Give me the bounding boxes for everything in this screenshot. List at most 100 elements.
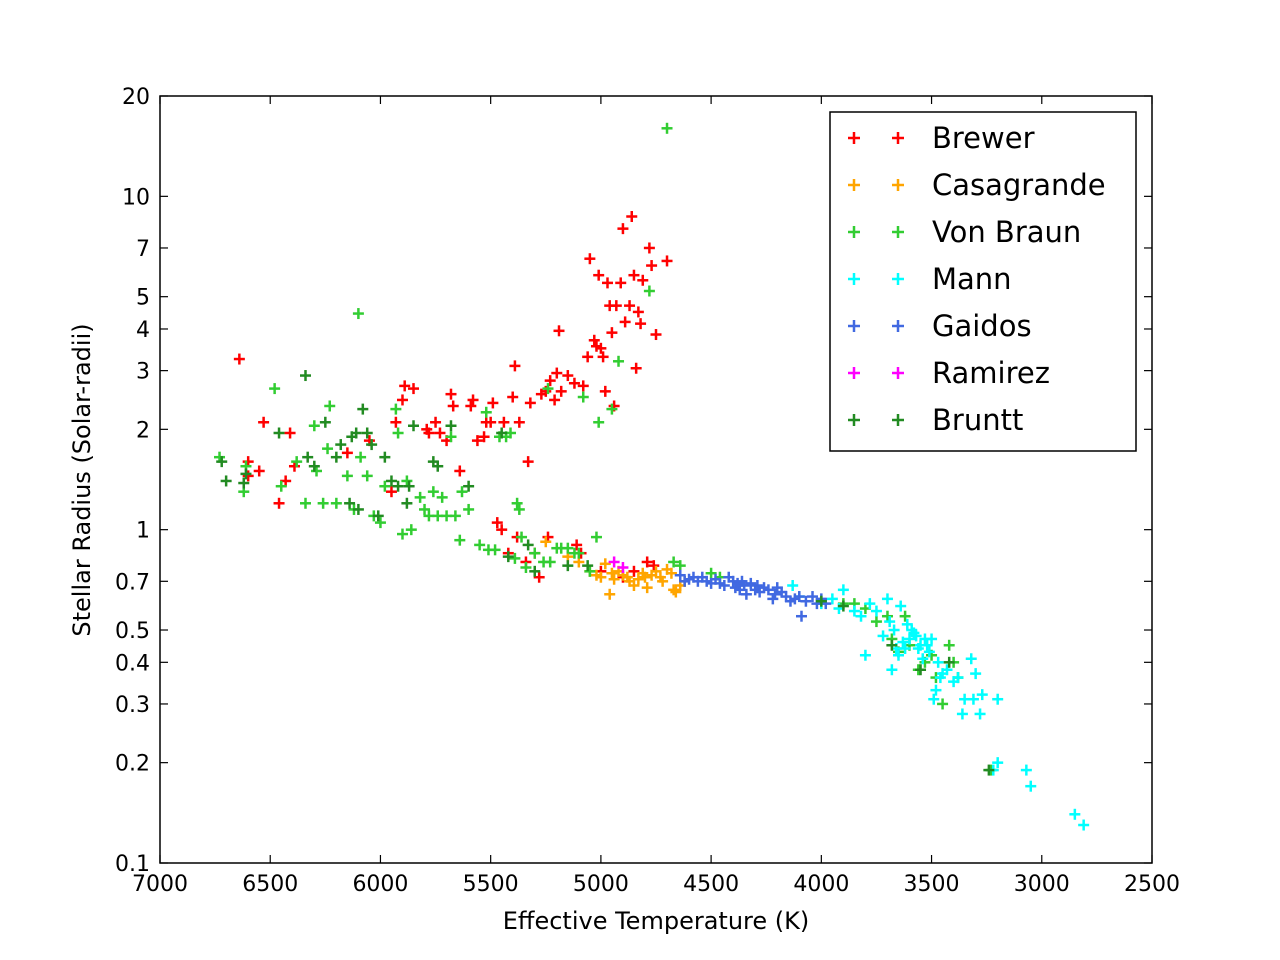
data-point [826,593,838,605]
y-tick-label: 20 [122,85,150,110]
data-point [648,560,660,572]
data-point [595,342,607,354]
data-point [516,531,528,543]
legend-marker [892,273,904,285]
data-points [214,122,1090,831]
data-point [544,375,556,387]
data-point [430,416,442,428]
data-point [487,397,499,409]
x-tick-label: 5500 [463,872,519,897]
data-point [405,524,417,536]
data-point [992,757,1004,769]
data-point [886,639,898,651]
data-point [613,355,625,367]
data-point [595,571,607,583]
data-point [507,391,519,403]
data-point [322,443,334,455]
data-point [485,416,497,428]
x-tick-label: 6500 [242,872,298,897]
data-point [897,636,909,648]
data-point [928,693,940,705]
data-point [661,255,673,267]
data-point [366,439,378,451]
legend-item: Von Braun [848,215,1081,249]
data-point [630,362,642,374]
data-point [489,544,501,556]
data-point [352,308,364,320]
data-point [668,556,680,568]
data-point [599,385,611,397]
data-point [496,524,508,536]
data-point [1078,819,1090,831]
data-point [606,403,618,415]
data-point [740,588,752,600]
data-point [674,569,686,581]
data-point [275,480,287,492]
data-point [449,510,461,522]
data-point [419,503,431,515]
data-point [568,377,580,389]
data-point [319,416,331,428]
data-point [258,416,270,428]
data-point [665,567,677,579]
data-point [434,427,446,439]
y-tick-label: 0.5 [115,619,150,644]
data-point [529,547,541,559]
data-point [859,649,871,661]
plot-frame [159,95,1153,864]
data-point [273,427,285,439]
data-point [549,394,561,406]
data-point [584,253,596,265]
data-point [520,562,532,574]
data-point [635,318,647,330]
data-point [509,552,521,564]
data-point [374,517,386,529]
data-point [910,630,922,642]
data-point [392,480,404,492]
data-point [299,370,311,382]
data-point [718,580,730,592]
data-point [562,542,574,554]
data-point [930,684,942,696]
data-point [877,630,889,642]
legend-item: Bruntt [848,403,1023,437]
data-point [445,420,457,432]
data-point [762,584,774,596]
data-point [308,460,320,472]
legend-marker [848,273,860,285]
data-point [445,388,457,400]
data-point [943,639,955,651]
data-point [643,285,655,297]
series-bruntt [216,370,995,776]
data-point [751,580,763,592]
legend-label: Mann [932,262,1012,296]
data-point [555,385,567,397]
data-point [738,580,750,592]
y-tick-label: 7 [136,237,150,262]
data-point [864,598,876,610]
data-point [626,211,638,223]
data-point [372,510,384,522]
data-point [745,577,757,589]
legend-marker [892,320,904,332]
data-point [291,456,303,468]
data-point [502,551,514,563]
y-tick-label: 0.2 [115,752,150,777]
x-tick-label: 5000 [573,872,629,897]
data-point [639,571,651,583]
data-point [668,584,680,596]
data-point [976,689,988,701]
data-point [577,391,589,403]
data-point [923,646,935,658]
data-point [562,560,574,572]
data-point [983,764,995,776]
data-point [619,316,631,328]
data-point [273,497,285,509]
data-point [970,668,982,680]
data-point [330,451,342,463]
data-point [608,556,620,568]
y-tick-label: 2 [136,418,150,443]
data-point [892,649,904,661]
data-point [432,460,444,472]
data-point [921,639,933,651]
